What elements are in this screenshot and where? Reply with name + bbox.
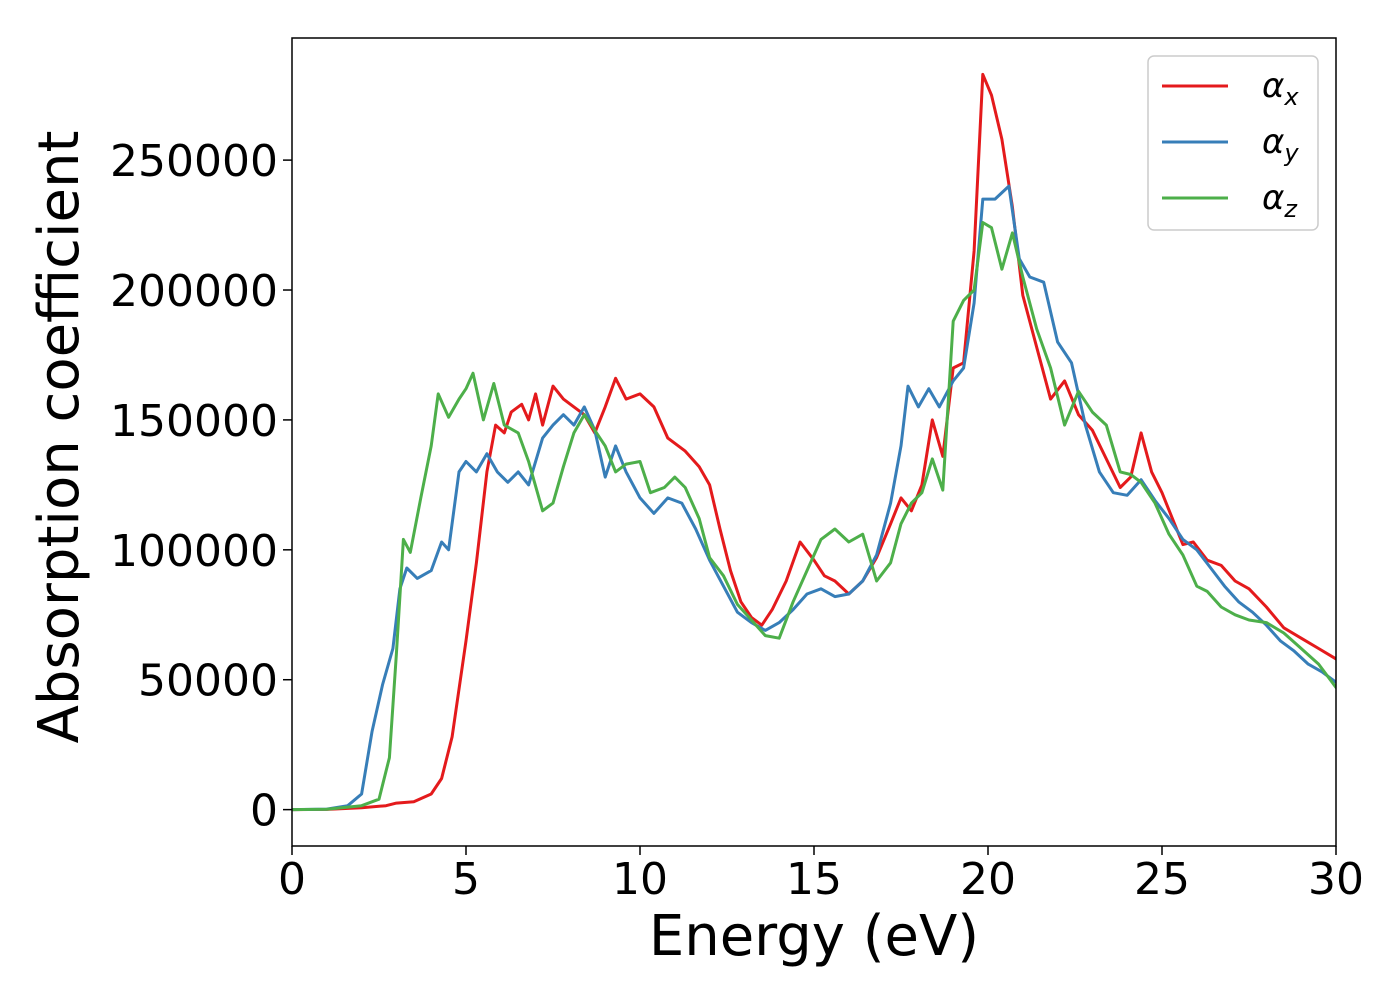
legend-label-x: αx [1262, 66, 1299, 111]
x-axis: 0 5 10 15 20 25 30 [278, 846, 1364, 905]
series-line-x [292, 72, 1336, 812]
y-tick-label: 200000 [110, 266, 278, 317]
y-tick-label: 0 [250, 786, 278, 837]
y-axis: 0 50000 100000 150000 200000 250000 [110, 136, 292, 837]
series-line-z [292, 221, 1336, 812]
legend-label-y: αy [1262, 122, 1299, 167]
x-tick-label: 20 [960, 854, 1016, 905]
legend-label-z: αz [1262, 178, 1298, 223]
legend-box [1147, 55, 1319, 231]
x-tick-label: 15 [786, 854, 842, 905]
y-tick-label: 100000 [110, 526, 278, 577]
x-tick-label: 25 [1134, 854, 1190, 905]
x-tick-label: 10 [612, 854, 668, 905]
y-tick-label: 250000 [110, 136, 278, 187]
legend: αx αy αz [1147, 55, 1319, 231]
x-tick-label: 0 [278, 854, 306, 905]
series-line-y [292, 184, 1336, 812]
x-tick-label: 30 [1308, 854, 1364, 905]
series-lines [292, 72, 1336, 812]
x-tick-label: 5 [452, 854, 480, 905]
x-axis-label: Energy (eV) [649, 904, 979, 969]
y-tick-label: 50000 [138, 656, 278, 707]
y-tick-label: 150000 [110, 396, 278, 447]
y-axis-label: Absorption coefficient [27, 131, 92, 744]
